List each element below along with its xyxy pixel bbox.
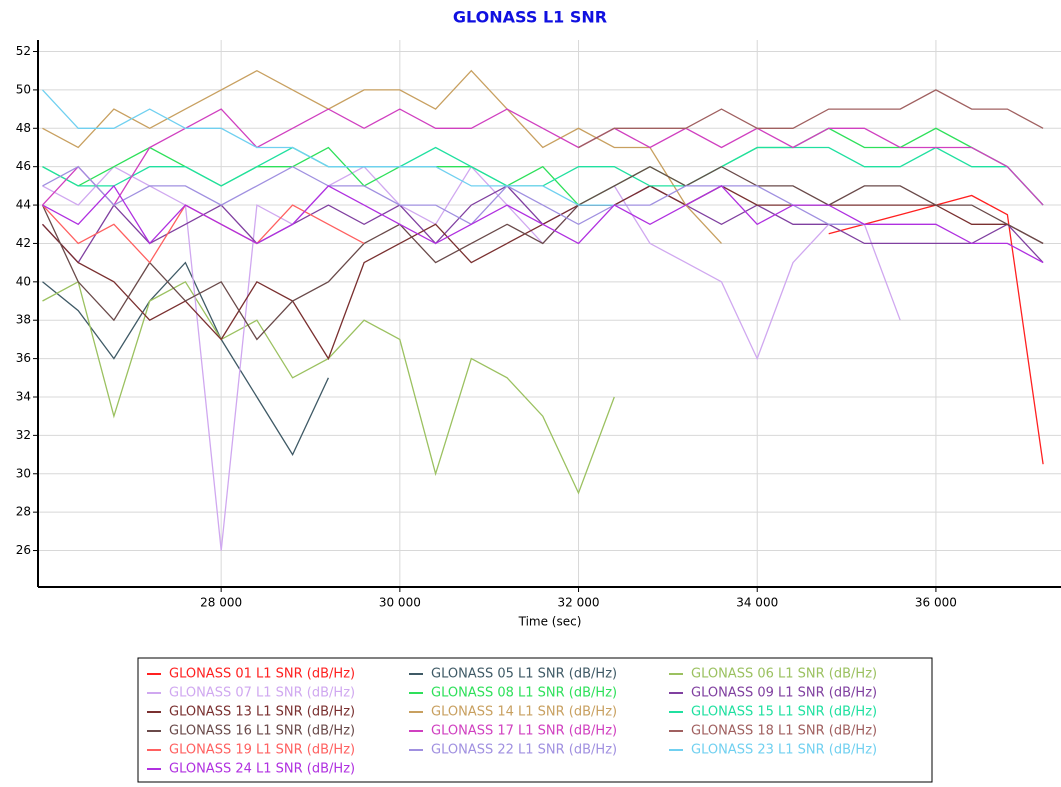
y-tick-label: 40 <box>16 274 31 288</box>
plot-lines <box>41 69 1044 551</box>
y-tick-label: 36 <box>16 351 31 365</box>
x-tick-label: 30 000 <box>379 596 421 610</box>
legend-label: GLONASS 13 L1 SNR (dB/Hz) <box>169 705 355 720</box>
series-line <box>42 204 365 264</box>
series-line <box>42 165 865 226</box>
chart-title: GLONASS L1 SNR <box>453 8 607 27</box>
y-tick-label: 28 <box>16 505 31 519</box>
x-tick-label: 36 000 <box>915 596 957 610</box>
legend-label: GLONASS 17 L1 SNR (dB/Hz) <box>431 724 617 739</box>
legend-label: GLONASS 19 L1 SNR (dB/Hz) <box>169 743 355 758</box>
y-tick-label: 26 <box>16 543 31 557</box>
y-tick-label: 34 <box>16 389 31 403</box>
y-tick-label: 32 <box>16 428 31 442</box>
y-tick-label: 46 <box>16 159 31 173</box>
legend-label: GLONASS 08 L1 SNR (dB/Hz) <box>431 686 617 701</box>
legend-label: GLONASS 18 L1 SNR (dB/Hz) <box>691 724 877 739</box>
series-line <box>42 280 615 495</box>
series-line <box>42 69 722 244</box>
legend-label: GLONASS 23 L1 SNR (dB/Hz) <box>691 743 877 758</box>
y-tick-label: 30 <box>16 466 31 480</box>
grid <box>38 40 1061 587</box>
x-axis-label: Time (sec) <box>518 615 582 629</box>
x-tick-label: 32 000 <box>558 596 600 610</box>
series-line <box>42 108 1044 207</box>
y-tick-label: 42 <box>16 236 31 250</box>
legend-label: GLONASS 05 L1 SNR (dB/Hz) <box>431 667 617 682</box>
legend-label: GLONASS 01 L1 SNR (dB/Hz) <box>169 667 355 682</box>
legend-label: GLONASS 16 L1 SNR (dB/Hz) <box>169 724 355 739</box>
x-tick-label: 28 000 <box>200 596 242 610</box>
legend-box <box>137 657 933 783</box>
legend-label: GLONASS 15 L1 SNR (dB/Hz) <box>691 705 877 720</box>
series-line <box>41 165 1044 341</box>
y-tick-label: 44 <box>16 198 31 212</box>
legend-label: GLONASS 14 L1 SNR (dB/Hz) <box>431 705 617 720</box>
y-tick-label: 52 <box>16 44 31 58</box>
series-line <box>578 89 1044 149</box>
series-line <box>42 89 615 206</box>
y-tick-label: 48 <box>16 121 31 135</box>
x-tick-label: 34 000 <box>736 596 778 610</box>
legend-label: GLONASS 09 L1 SNR (dB/Hz) <box>691 686 877 701</box>
legend-label: GLONASS 24 L1 SNR (dB/Hz) <box>169 762 355 777</box>
legend-label: GLONASS 06 L1 SNR (dB/Hz) <box>691 667 877 682</box>
axes: 26 28 30 32 34 36 38 40 42 44 46 48 50 52 28 000 30 000… <box>16 40 1061 610</box>
series-line <box>42 184 1044 264</box>
y-tick-label: 38 <box>16 313 31 327</box>
legend-label: GLONASS 22 L1 SNR (dB/Hz) <box>431 743 617 758</box>
y-tick-label: 50 <box>16 82 31 96</box>
legend: GLONASS 01 L1 SNR (dB/Hz) GLONASS 05 L1 S… <box>147 667 877 777</box>
legend-label: GLONASS 07 L1 SNR (dB/Hz) <box>169 686 355 701</box>
series-line <box>42 146 1044 206</box>
